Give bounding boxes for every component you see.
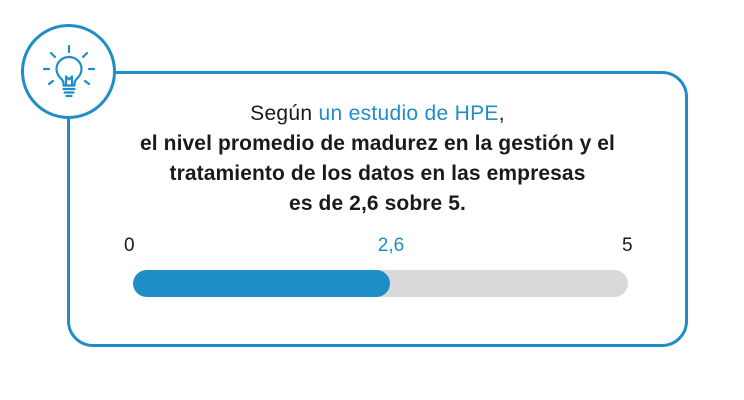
statement-line-1: el nivel promedio de madurez en la gesti… (140, 132, 615, 155)
message-text: Según un estudio de HPE, el nivel promed… (67, 99, 688, 219)
intro-line: Según un estudio de HPE, (67, 99, 688, 129)
scale-max-label: 5 (622, 235, 633, 256)
lightbulb-icon (42, 44, 95, 97)
maturity-bar-track (133, 270, 628, 297)
lightbulb-badge (21, 24, 116, 119)
intro-suffix: , (498, 102, 505, 125)
study-link[interactable]: un estudio de HPE (318, 102, 499, 125)
statement-line-3: es de 2,6 sobre 5. (289, 192, 466, 215)
scale-value-label: 2,6 (377, 235, 405, 256)
scale-min-label: 0 (124, 235, 135, 256)
intro-prefix: Según (250, 102, 319, 125)
maturity-bar-fill (133, 270, 391, 297)
info-card (67, 71, 688, 347)
statement-line-2: tratamiento de los datos en las empresas (169, 162, 586, 185)
